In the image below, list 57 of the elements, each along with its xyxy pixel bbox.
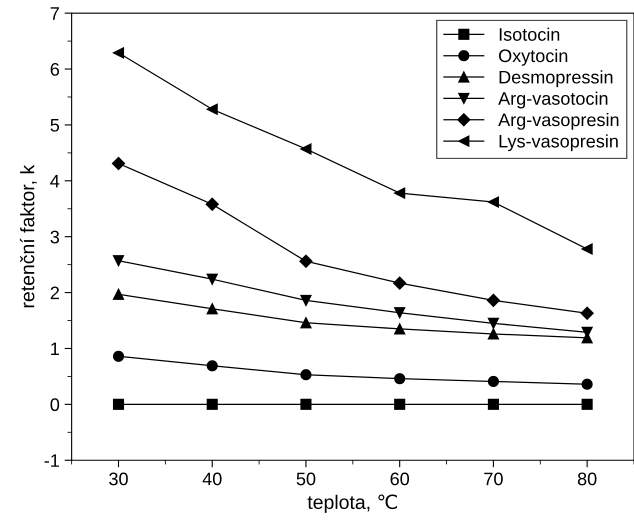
x-tick-label: 80 <box>578 472 596 486</box>
point <box>206 198 219 211</box>
x-axis-title: teplota, ℃ <box>308 494 397 513</box>
point <box>112 288 124 300</box>
x-tick-label: 70 <box>484 472 503 486</box>
point <box>112 47 124 58</box>
point <box>582 243 593 255</box>
y-tick-label: 0 <box>50 398 60 412</box>
legend-label: Desmopressin <box>500 70 612 88</box>
point <box>394 307 406 318</box>
point <box>300 294 312 306</box>
y-tick-label: 3 <box>50 230 60 244</box>
legend-label: Arg-vasotocin <box>498 92 608 108</box>
point <box>206 398 218 410</box>
legend-label: Lys-vasopresin <box>500 134 618 152</box>
point <box>393 276 406 290</box>
point <box>488 328 499 340</box>
point <box>394 188 406 199</box>
legend-label: Oxytocin <box>498 48 568 66</box>
point <box>206 274 218 285</box>
y-axis-title: retenční faktor, k <box>20 164 37 308</box>
y-tick-label: 4 <box>50 174 60 188</box>
point <box>300 317 312 328</box>
point <box>582 378 593 390</box>
y-tick-label: 6 <box>50 62 60 76</box>
x-tick-label: 30 <box>109 472 128 486</box>
point <box>112 156 126 170</box>
point <box>394 398 406 410</box>
y-tick-label: -1 <box>44 454 59 467</box>
y-tick-label: 1 <box>51 342 59 356</box>
point <box>300 369 312 380</box>
point <box>580 306 594 320</box>
point <box>488 398 499 410</box>
y-tick-label: 7 <box>50 7 59 20</box>
point <box>488 376 499 388</box>
point <box>112 255 124 266</box>
point <box>206 360 218 372</box>
point <box>300 143 312 155</box>
point <box>206 303 218 314</box>
legend-label: Arg-vasopresin <box>498 112 618 130</box>
point <box>486 294 500 307</box>
x-tick-label: 40 <box>202 472 222 486</box>
point <box>394 373 406 384</box>
point <box>206 104 218 115</box>
point <box>394 323 406 334</box>
x-tick-label: 50 <box>296 472 316 486</box>
x-tick-label: 60 <box>390 472 410 486</box>
point <box>300 398 312 410</box>
point <box>488 318 499 329</box>
legend-label: Isotocin <box>500 28 560 41</box>
y-tick-label: 2 <box>50 286 59 300</box>
y-tick-label: 5 <box>50 119 60 132</box>
point <box>582 398 593 410</box>
point <box>488 196 499 208</box>
point <box>112 398 124 410</box>
point <box>112 350 124 362</box>
point <box>299 254 313 268</box>
